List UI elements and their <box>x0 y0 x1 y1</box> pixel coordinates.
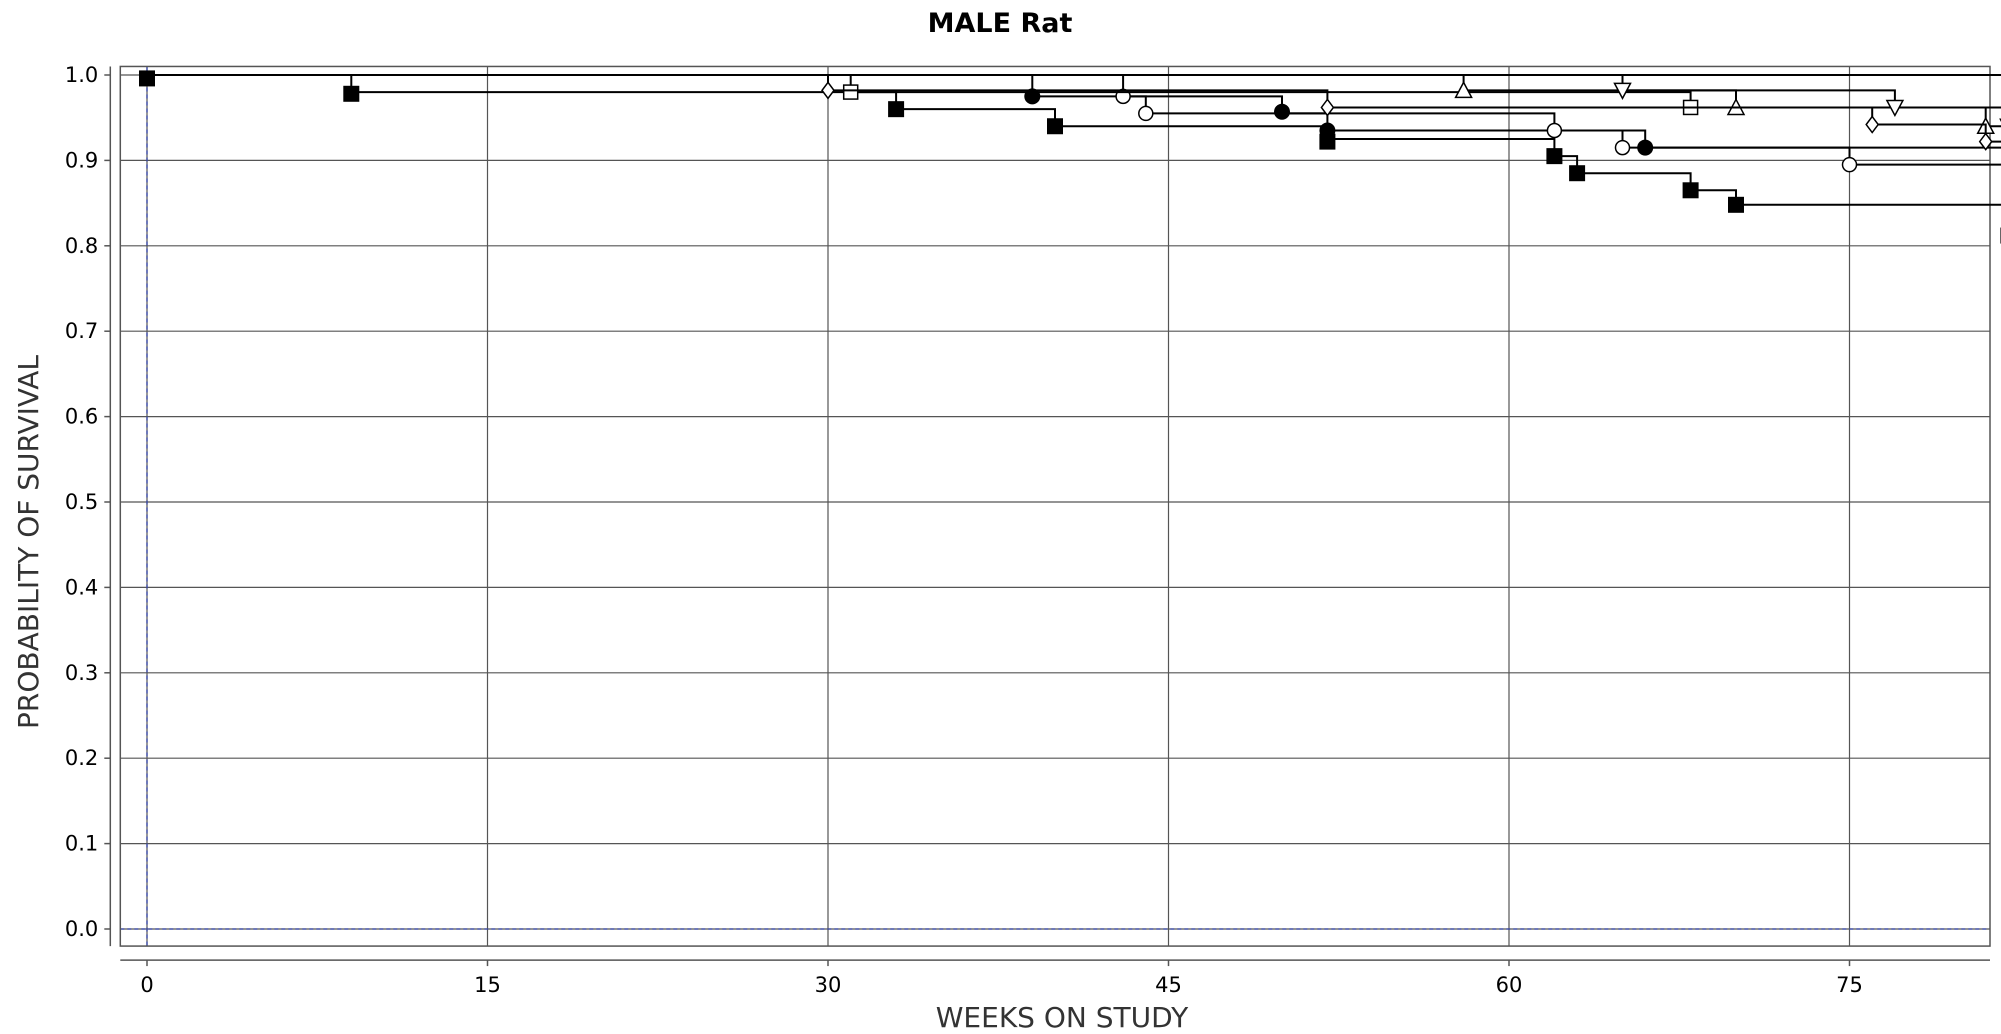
diamond-marker <box>821 81 835 100</box>
axes-layer: 0.0 0.1 0.2 0.3 0.4 0.5 0.6 0.7 0.8 0.9 1.0 0 15 30 45… <box>65 63 1863 997</box>
open-circle-marker <box>1841 156 1858 173</box>
open-circle-marker <box>1614 139 1631 156</box>
series-none <box>147 74 2001 76</box>
square-marker <box>139 70 155 87</box>
y-tick-label: 0.8 <box>65 234 98 258</box>
diamond-marker <box>1865 115 1880 134</box>
open-circle-marker <box>1138 105 1154 122</box>
step-curve <box>147 74 2001 166</box>
step-curve <box>147 74 2001 143</box>
series-open-circle <box>147 74 2001 173</box>
y-tick-label: 0.0 <box>65 917 98 941</box>
plot-frame <box>109 65 1991 961</box>
x-axis-label: WEEKS ON STUDY <box>936 1001 1189 1034</box>
y-axis-label: PROBABILITY OF SURVIVAL <box>12 355 45 729</box>
diamond-marker <box>1320 98 1335 117</box>
square-marker <box>1728 196 1744 213</box>
chart-title: MALE Rat <box>928 8 1073 39</box>
circle-marker <box>1274 103 1290 120</box>
x-tick-label: 15 <box>474 973 501 997</box>
open-square-marker <box>842 84 859 100</box>
x-tick-label: 45 <box>1155 973 1182 997</box>
y-tick-label: 0.9 <box>65 148 98 172</box>
y-tick-label: 0.3 <box>65 661 98 685</box>
y-tick-label: 0.6 <box>65 405 98 429</box>
square-marker <box>888 101 905 118</box>
inverted-triangle-marker <box>1885 99 1905 118</box>
diamond-marker <box>1978 132 1993 151</box>
square-marker <box>1546 148 1563 165</box>
series-open-triangle <box>147 74 2001 134</box>
square-marker <box>1047 118 1063 135</box>
y-tick-label: 0.7 <box>65 319 98 343</box>
series-filled-circle <box>147 74 2001 156</box>
series-open-inverted-triangle <box>147 74 2001 122</box>
step-curve <box>147 74 2001 76</box>
circle-marker <box>1319 122 1336 139</box>
x-tick-label: 75 <box>1836 973 1863 997</box>
y-tick-label: 1.0 <box>65 63 98 87</box>
series-open-square <box>147 74 2001 116</box>
y-tick-label: 0.4 <box>65 575 98 599</box>
x-tick-label: 60 <box>1496 973 1523 997</box>
square-marker <box>343 85 360 102</box>
y-tick-label: 0.1 <box>65 832 98 856</box>
step-curve <box>147 74 2001 149</box>
y-tick-label: 0.5 <box>65 490 98 514</box>
y-tick-label: 0.2 <box>65 746 98 770</box>
triangle-marker <box>1454 80 1473 99</box>
open-circle-marker <box>1546 122 1563 139</box>
step-curve <box>147 74 2001 109</box>
square-marker <box>1682 182 1699 199</box>
x-tick-label: 0 <box>140 973 153 997</box>
square-marker <box>1319 133 1336 150</box>
step-curve <box>147 74 2001 128</box>
x-tick-label: 30 <box>815 973 842 997</box>
grid-layer <box>120 66 1990 947</box>
series-layer <box>139 70 2001 244</box>
series-open-diamond <box>147 74 2001 151</box>
step-curve <box>147 74 2001 206</box>
inverted-triangle-marker <box>1613 82 1632 100</box>
square-marker <box>1569 165 1586 182</box>
step-curve <box>147 74 2001 109</box>
plot-border <box>119 65 1991 947</box>
